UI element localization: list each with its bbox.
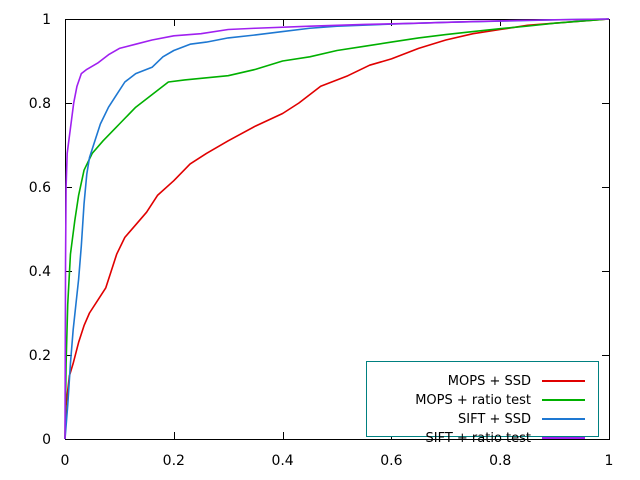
series-line-1 bbox=[64, 18, 610, 440]
series-lines bbox=[64, 18, 610, 440]
series-line-2 bbox=[64, 18, 610, 440]
x-tick-label: 0.8 bbox=[489, 453, 511, 469]
x-tick-label: 0.6 bbox=[380, 453, 402, 469]
legend-label: SIFT + SSD bbox=[458, 412, 531, 427]
x-tick-label: 0 bbox=[61, 453, 70, 469]
y-tick-label: 0.2 bbox=[29, 348, 51, 364]
y-tick-label: 0.8 bbox=[29, 96, 51, 112]
series-line-4 bbox=[64, 18, 610, 440]
series-line-3 bbox=[64, 18, 610, 440]
x-tick-label: 0.2 bbox=[163, 453, 185, 469]
legend-label: MOPS + ratio test bbox=[415, 393, 531, 408]
y-tick-label: 0.4 bbox=[29, 264, 51, 280]
legend-label: MOPS + SSD bbox=[448, 374, 531, 389]
x-tick-label: 0.4 bbox=[271, 453, 293, 469]
y-tick-label: 1 bbox=[42, 12, 51, 28]
y-tick-label: 0.6 bbox=[29, 180, 51, 196]
axis-tick-labels: 0 0.2 0.4 0.6 0.8 1 0 0.2 0.4 0.6 0.8 1 bbox=[29, 12, 614, 469]
legend: MOPS + SSD MOPS + ratio test SIFT + SSD SIF… bbox=[366, 361, 599, 446]
y-tick-label: 0 bbox=[42, 432, 51, 448]
x-tick-label: 1 bbox=[605, 453, 614, 469]
legend-label: SIFT + ratio test bbox=[425, 431, 531, 446]
